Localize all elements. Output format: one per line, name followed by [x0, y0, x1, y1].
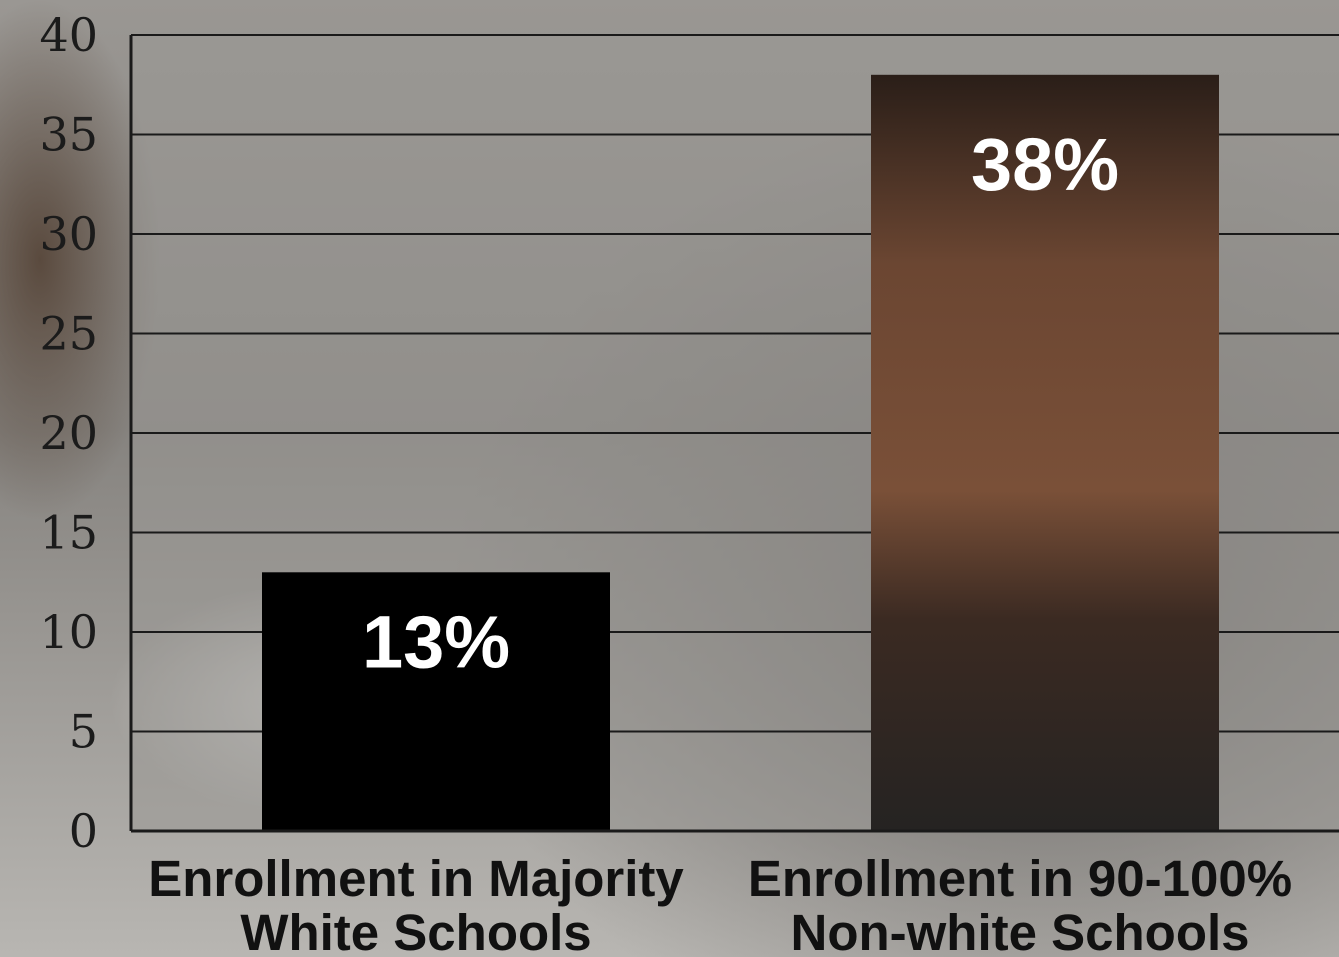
x-category-label: Non-white Schools — [791, 904, 1250, 957]
bar-majority-white — [262, 572, 610, 831]
bar-non-white — [871, 74, 1219, 832]
y-tick-label: 10 — [39, 605, 98, 659]
y-tick-label: 15 — [39, 506, 98, 560]
data-label: 13% — [362, 600, 510, 683]
y-tick-label: 0 — [69, 804, 98, 858]
y-tick-label: 5 — [69, 705, 98, 759]
x-category-label: White Schools — [240, 904, 591, 957]
y-tick-label: 40 — [39, 8, 98, 62]
y-tick-label: 30 — [39, 207, 98, 261]
y-tick-label: 25 — [39, 307, 98, 361]
x-category-label: Enrollment in 90-100% — [748, 850, 1292, 907]
y-tick-label: 35 — [39, 108, 98, 162]
y-tick-label: 20 — [39, 406, 98, 460]
data-label: 38% — [971, 123, 1119, 206]
x-category-label: Enrollment in Majority — [148, 850, 684, 907]
